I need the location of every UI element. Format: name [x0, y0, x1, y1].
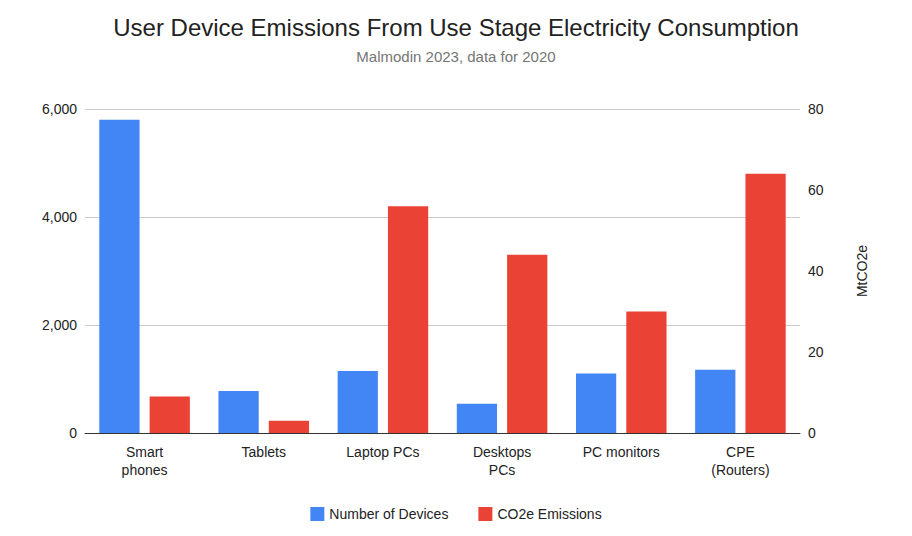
svg-text:PCs: PCs [489, 462, 515, 478]
svg-text:PC monitors: PC monitors [583, 444, 660, 460]
svg-text:6,000: 6,000 [42, 101, 77, 117]
svg-text:Laptop PCs: Laptop PCs [346, 444, 419, 460]
svg-text:Smart: Smart [126, 444, 163, 460]
svg-text:User Device Emissions From Use: User Device Emissions From Use Stage Ele… [113, 14, 799, 41]
svg-text:4,000: 4,000 [42, 209, 77, 225]
svg-text:0: 0 [808, 425, 816, 441]
svg-text:40: 40 [808, 263, 824, 279]
svg-text:Number of Devices: Number of Devices [329, 506, 448, 522]
svg-text:20: 20 [808, 344, 824, 360]
svg-text:CPE: CPE [726, 444, 755, 460]
svg-text:60: 60 [808, 182, 824, 198]
svg-text:80: 80 [808, 101, 824, 117]
svg-text:Tablets: Tablets [242, 444, 286, 460]
svg-text:2,000: 2,000 [42, 317, 77, 333]
svg-text:0: 0 [69, 425, 77, 441]
svg-text:phones: phones [122, 462, 168, 478]
svg-text:Malmodin 2023, data for 2020: Malmodin 2023, data for 2020 [356, 48, 555, 65]
svg-text:MtCO2e: MtCO2e [854, 245, 870, 297]
svg-text:Desktops: Desktops [473, 444, 531, 460]
svg-text:(Routers): (Routers) [711, 462, 769, 478]
svg-text:CO2e Emissions: CO2e Emissions [497, 506, 601, 522]
